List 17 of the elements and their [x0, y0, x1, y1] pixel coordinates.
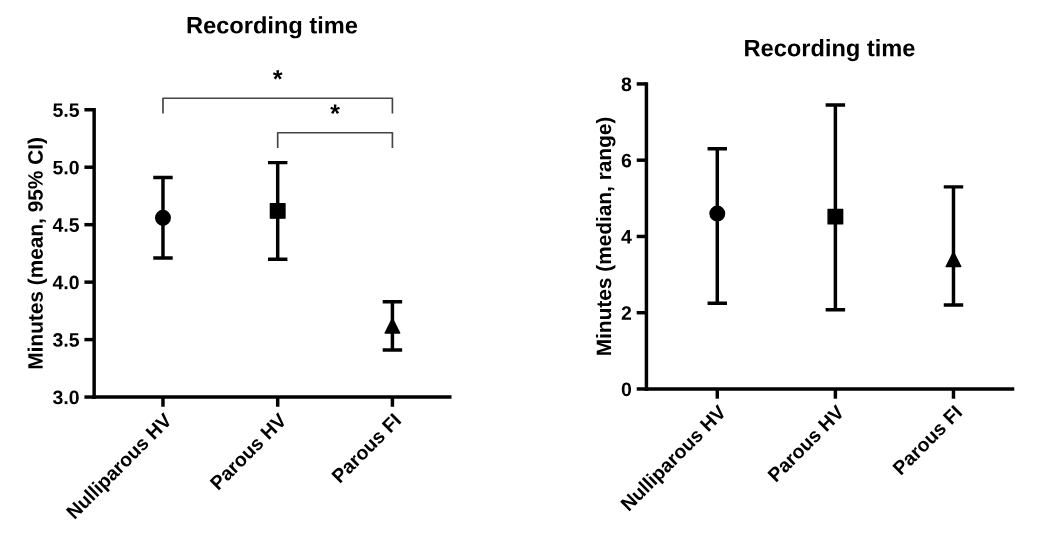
y-tick-label: 6: [621, 153, 632, 168]
y-tick-label: 4: [621, 230, 632, 244]
y-tick-label: 5.0: [53, 160, 79, 175]
y-tick-label: 5.5: [53, 103, 80, 117]
y-tick-label: 4.0: [52, 275, 79, 290]
y-tick-label: 4.5: [52, 218, 80, 232]
chart-title: Recording time: [745, 39, 915, 62]
y-axis-title: Minutes (median, range): [595, 117, 616, 355]
annotation: *: [330, 104, 340, 114]
chart-title: Recording time: [187, 16, 358, 39]
y-tick-label: 3.5: [52, 333, 80, 347]
y-axis-title: Minutes (mean, 95% CI): [27, 138, 47, 369]
text: *: [272, 70, 283, 80]
y-tick-label: 8: [621, 77, 632, 92]
y-tick-label: 0: [621, 382, 632, 397]
y-tick-label: 3.0: [52, 390, 79, 405]
y-tick-label: 2: [621, 306, 632, 320]
